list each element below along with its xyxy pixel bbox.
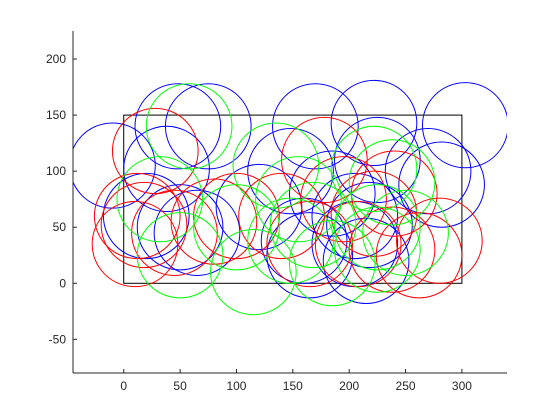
blue-circle (330, 79, 418, 167)
blue-circle (288, 150, 376, 237)
x-tick-label: 150 (283, 379, 303, 393)
green-circle (116, 156, 204, 243)
x-tick-label: 0 (120, 379, 127, 393)
green-circle (193, 184, 280, 271)
blue-circle (247, 128, 334, 215)
blue-circle (421, 82, 507, 169)
plot-area (73, 79, 507, 316)
green-circle (136, 212, 224, 299)
blue-circle (322, 217, 410, 304)
red-circle (330, 170, 418, 257)
y-tick-label: 100 (46, 164, 66, 178)
green-circle (330, 125, 418, 213)
green-circles (116, 83, 449, 316)
red-circle (348, 206, 436, 293)
green-circle (362, 189, 449, 276)
red-circles (91, 107, 483, 299)
red-circle (314, 200, 402, 288)
y-tick-label: 0 (59, 276, 66, 290)
green-circle (145, 83, 233, 170)
blue-circles (73, 79, 507, 304)
blue-circle (123, 125, 210, 213)
blue-circle (134, 83, 222, 170)
axes (72, 31, 507, 374)
x-tick-label: 50 (173, 379, 187, 393)
green-circle (232, 122, 320, 209)
x-tick-label: 100 (226, 379, 246, 393)
green-circle (247, 197, 334, 284)
x-tick-label: 300 (452, 379, 472, 393)
green-circle (210, 228, 297, 316)
red-circle (266, 200, 354, 288)
blue-circle (136, 184, 224, 271)
red-circle (111, 107, 199, 195)
blue-circle (73, 122, 156, 209)
ticks: 0 50 100 150 200 250 300 -50 0 50 100 150 200 (46, 52, 472, 393)
red-circle (238, 172, 325, 260)
y-tick-label: 50 (53, 220, 67, 234)
x-tick-label: 250 (396, 379, 416, 393)
blue-circle (311, 172, 399, 260)
green-circle (255, 156, 342, 243)
red-circle (193, 172, 280, 260)
red-circle (375, 212, 463, 299)
blue-circle (153, 189, 241, 276)
red-circle (100, 181, 188, 269)
green-circle (269, 181, 357, 269)
red-circle (131, 189, 218, 276)
green-circle (348, 139, 436, 226)
y-tick-label: 150 (46, 108, 66, 122)
green-circle (334, 184, 421, 271)
blue-circle (384, 128, 472, 215)
green-circle (334, 206, 421, 293)
red-circle (396, 197, 483, 284)
x-tick-label: 200 (339, 379, 359, 393)
y-tick-label: 200 (46, 52, 66, 66)
blue-circle (272, 83, 359, 170)
blue-circle (266, 212, 354, 299)
y-tick-label: -50 (49, 332, 67, 346)
red-circle (170, 178, 258, 265)
blue-circle (102, 172, 190, 260)
red-circle (350, 150, 438, 237)
blue-circle (398, 141, 485, 228)
red-circle (281, 116, 368, 204)
